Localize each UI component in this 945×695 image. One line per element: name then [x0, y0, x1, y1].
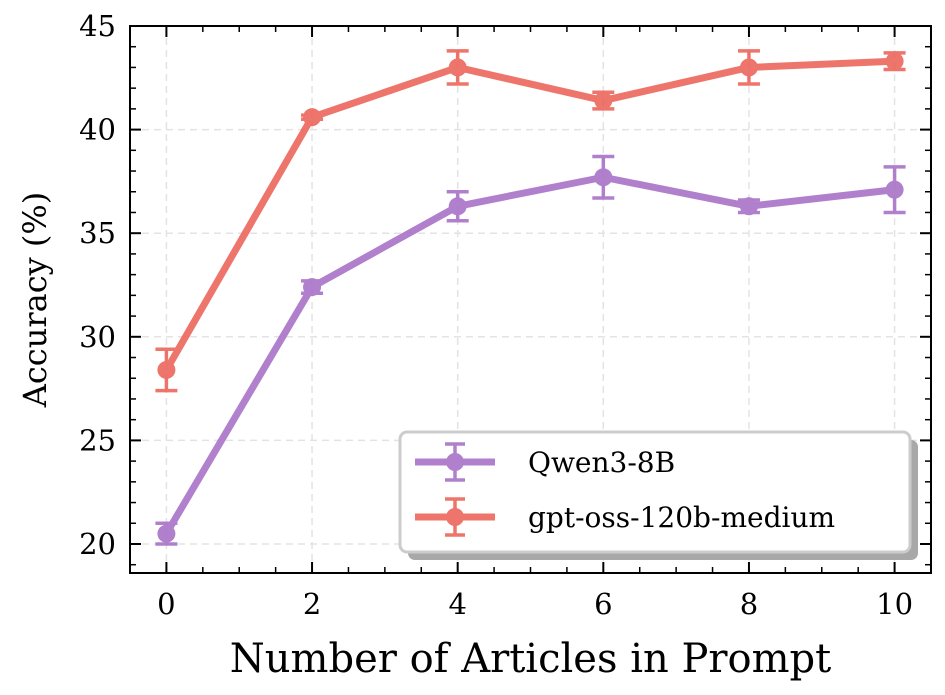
x-tick-label: 8 [740, 587, 758, 621]
data-point [885, 52, 904, 71]
x-tick-label: 6 [594, 587, 612, 621]
legend-swatch-marker [446, 508, 464, 526]
series-gpt-oss-120b-medium [155, 49, 906, 393]
y-tick-label: 40 [79, 113, 116, 147]
x-tick-label: 2 [303, 587, 321, 621]
x-tick-label: 0 [157, 587, 175, 621]
x-axis-title: Number of Articles in Prompt [230, 636, 831, 682]
series-line [163, 57, 895, 372]
legend-swatch-marker [446, 453, 464, 471]
y-tick-label: 30 [79, 320, 116, 354]
data-point [157, 524, 176, 543]
legend-label: gpt-oss-120b-medium [528, 501, 835, 534]
data-point [594, 91, 613, 110]
series-qwen3-8b [155, 154, 906, 546]
y-tick-label: 45 [79, 9, 116, 43]
y-axis-title: Accuracy (%) [16, 192, 54, 408]
legend-box [398, 430, 912, 554]
x-tick-label: 10 [876, 587, 913, 621]
data-point [303, 278, 322, 297]
data-point [739, 197, 758, 216]
legend-label: Qwen3-8B [528, 446, 675, 479]
data-point [594, 168, 613, 187]
series-layer [155, 49, 906, 546]
legend: Qwen3-8B gpt-oss-120b-medium [398, 430, 918, 560]
data-point [448, 197, 467, 216]
data-point [448, 58, 467, 77]
data-point [303, 108, 322, 127]
legend-swatch [415, 497, 495, 537]
data-point [739, 58, 758, 77]
x-tick-label: 4 [448, 587, 466, 621]
ticks: 0 2 4 6 8 10 20 25 30 35 40 45 [79, 9, 931, 621]
data-point [885, 180, 904, 199]
data-point [157, 360, 176, 379]
y-tick-label: 20 [79, 527, 116, 561]
y-tick-label: 25 [79, 423, 116, 457]
series-line [163, 173, 895, 536]
legend-swatch [415, 442, 495, 482]
y-tick-label: 35 [79, 216, 116, 250]
